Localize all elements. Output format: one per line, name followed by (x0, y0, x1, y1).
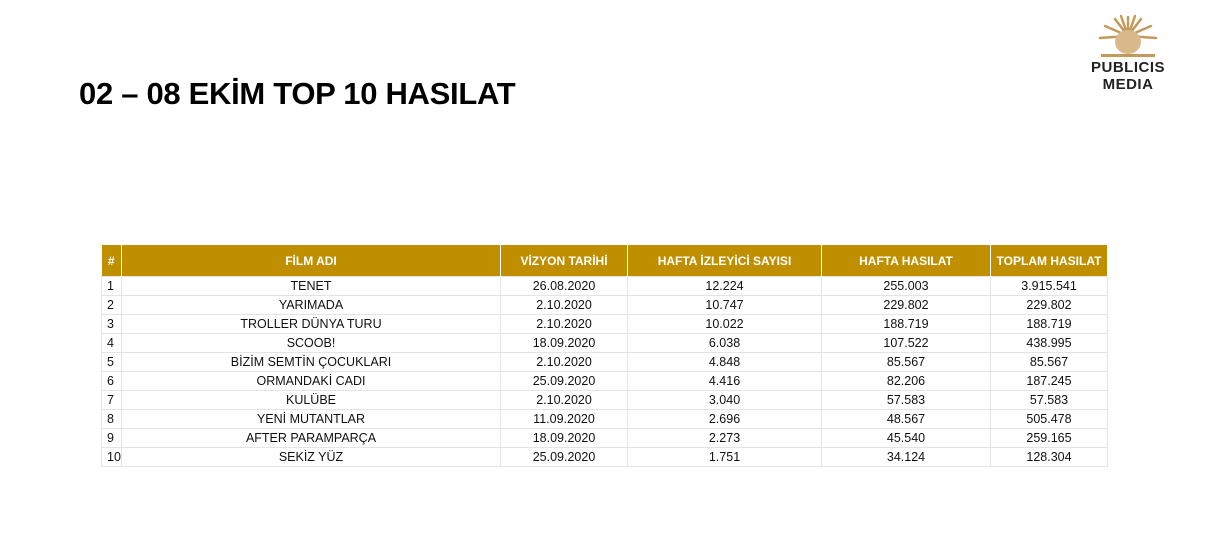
cell-film-name: YENİ MUTANTLAR (121, 409, 501, 429)
cell-rank: 4 (101, 333, 122, 353)
cell-rank: 9 (101, 428, 122, 448)
publicis-media-logo: PUBLICIS MEDIA (1076, 14, 1180, 93)
cell-rank: 7 (101, 390, 122, 410)
cell-total-gross: 438.995 (990, 333, 1108, 353)
cell-total-gross: 85.567 (990, 352, 1108, 372)
cell-weekly-gross: 57.583 (821, 390, 991, 410)
cell-total-gross: 128.304 (990, 447, 1108, 467)
column-header-release-date: VİZYON TARİHİ (500, 245, 628, 277)
column-header-weekly-gross: HAFTA HASILAT (821, 245, 991, 277)
column-header-film-name: FİLM ADI (121, 245, 501, 277)
cell-weekly-viewers: 12.224 (627, 276, 822, 296)
cell-rank: 3 (101, 314, 122, 334)
cell-weekly-viewers: 10.747 (627, 295, 822, 315)
cell-weekly-gross: 34.124 (821, 447, 991, 467)
cell-release-date: 2.10.2020 (500, 314, 628, 334)
cell-weekly-gross: 229.802 (821, 295, 991, 315)
cell-weekly-gross: 85.567 (821, 352, 991, 372)
table-row: 3 TROLLER DÜNYA TURU 2.10.2020 10.022 188.71… (101, 314, 1108, 334)
cell-film-name: AFTER PARAMPARÇA (121, 428, 501, 448)
lion-sun-icon (1098, 14, 1158, 57)
cell-weekly-gross: 107.522 (821, 333, 991, 353)
cell-release-date: 25.09.2020 (500, 371, 628, 391)
logo-text-publicis: PUBLICIS (1090, 59, 1165, 76)
cell-release-date: 11.09.2020 (500, 409, 628, 429)
cell-weekly-viewers: 4.416 (627, 371, 822, 391)
cell-film-name: SCOOB! (121, 333, 501, 353)
cell-total-gross: 57.583 (990, 390, 1108, 410)
table-row: 4 SCOOB! 18.09.2020 6.038 107.522 438.995 (101, 333, 1108, 353)
table-row: 7 KULÜBE 2.10.2020 3.040 57.583 57.583 (101, 390, 1108, 410)
cell-film-name: ORMANDAKİ CADI (121, 371, 501, 391)
column-header-total-gross: TOPLAM HASILAT (990, 245, 1108, 277)
table-row: 9 AFTER PARAMPARÇA 18.09.2020 2.273 45.540 25… (101, 428, 1108, 448)
cell-weekly-gross: 82.206 (821, 371, 991, 391)
logo-text-media: MEDIA (1102, 76, 1154, 93)
cell-weekly-viewers: 1.751 (627, 447, 822, 467)
cell-weekly-gross: 45.540 (821, 428, 991, 448)
cell-rank: 8 (101, 409, 122, 429)
cell-rank: 1 (101, 276, 122, 296)
cell-weekly-viewers: 3.040 (627, 390, 822, 410)
cell-rank: 6 (101, 371, 122, 391)
table-row: 1 TENET 26.08.2020 12.224 255.003 3.915.541 (101, 276, 1108, 296)
cell-weekly-viewers: 6.038 (627, 333, 822, 353)
cell-weekly-viewers: 2.696 (627, 409, 822, 429)
cell-film-name: TENET (121, 276, 501, 296)
cell-rank: 2 (101, 295, 122, 315)
column-header-weekly-viewers: HAFTA İZLEYİCİ SAYISI (627, 245, 822, 277)
cell-total-gross: 187.245 (990, 371, 1108, 391)
cell-film-name: YARIMADA (121, 295, 501, 315)
cell-total-gross: 3.915.541 (990, 276, 1108, 296)
cell-film-name: TROLLER DÜNYA TURU (121, 314, 501, 334)
cell-release-date: 18.09.2020 (500, 428, 628, 448)
table-row: 5 BİZİM SEMTİN ÇOCUKLARI 2.10.2020 4.848 85.… (101, 352, 1108, 372)
cell-film-name: SEKİZ YÜZ (121, 447, 501, 467)
cell-release-date: 18.09.2020 (500, 333, 628, 353)
table-row: 6 ORMANDAKİ CADI 25.09.2020 4.416 82.206 187.… (101, 371, 1108, 391)
cell-total-gross: 259.165 (990, 428, 1108, 448)
page-title: 02 – 08 EKİM TOP 10 HASILAT (79, 76, 516, 111)
cell-rank: 10 (101, 447, 122, 467)
cell-weekly-gross: 48.567 (821, 409, 991, 429)
cell-release-date: 2.10.2020 (500, 295, 628, 315)
table-header-row: # FİLM ADI VİZYON TARİHİ HAFTA İZLEYİCİ SAY… (101, 245, 1108, 277)
cell-total-gross: 505.478 (990, 409, 1108, 429)
cell-release-date: 25.09.2020 (500, 447, 628, 467)
cell-film-name: BİZİM SEMTİN ÇOCUKLARI (121, 352, 501, 372)
table-row: 8 YENİ MUTANTLAR 11.09.2020 2.696 48.567 505.… (101, 409, 1108, 429)
cell-weekly-gross: 255.003 (821, 276, 991, 296)
box-office-table: # FİLM ADI VİZYON TARİHİ HAFTA İZLEYİCİ SAY… (101, 245, 1108, 467)
cell-release-date: 26.08.2020 (500, 276, 628, 296)
cell-rank: 5 (101, 352, 122, 372)
table-row: 10 SEKİZ YÜZ 25.09.2020 1.751 34.124 128.304 (101, 447, 1108, 467)
cell-film-name: KULÜBE (121, 390, 501, 410)
cell-weekly-gross: 188.719 (821, 314, 991, 334)
table-row: 2 YARIMADA 2.10.2020 10.747 229.802 229.802 (101, 295, 1108, 315)
cell-weekly-viewers: 4.848 (627, 352, 822, 372)
column-header-rank: # (101, 245, 122, 277)
cell-weekly-viewers: 2.273 (627, 428, 822, 448)
cell-weekly-viewers: 10.022 (627, 314, 822, 334)
cell-total-gross: 188.719 (990, 314, 1108, 334)
cell-release-date: 2.10.2020 (500, 390, 628, 410)
cell-total-gross: 229.802 (990, 295, 1108, 315)
cell-release-date: 2.10.2020 (500, 352, 628, 372)
